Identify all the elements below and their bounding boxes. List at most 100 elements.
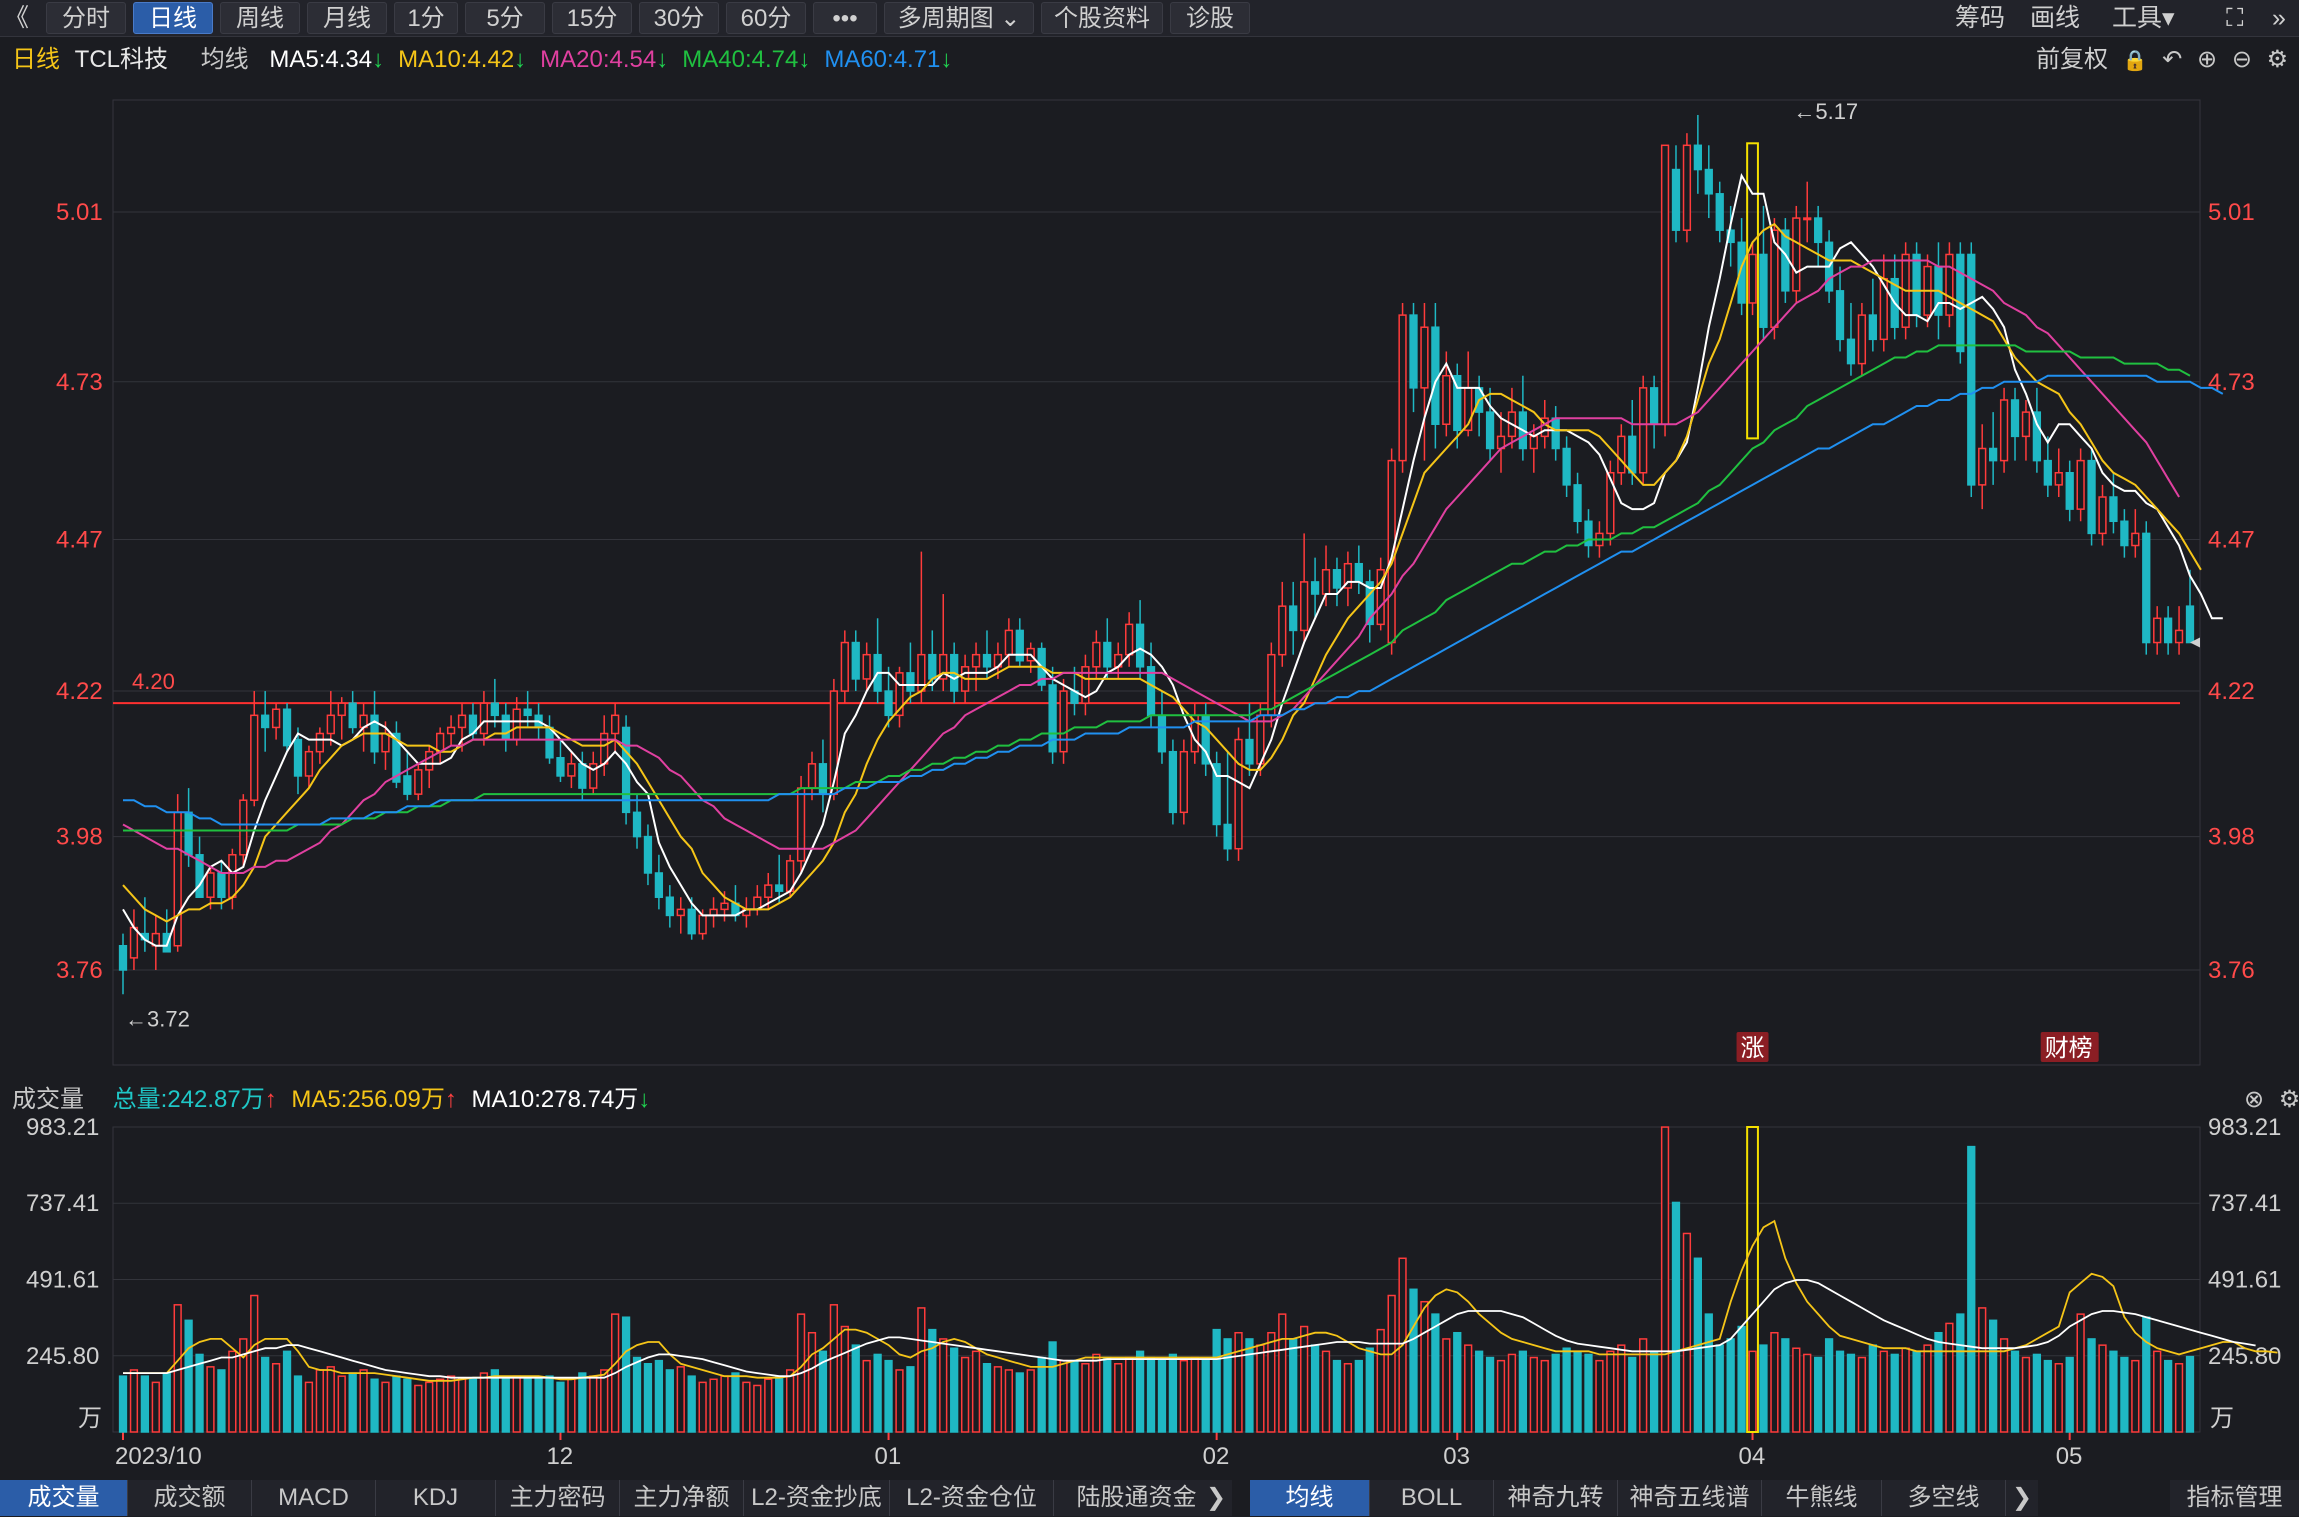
volume-bar [1485,1356,1495,1433]
candle [840,641,849,692]
volume-bar [1617,1344,1626,1433]
candle [414,769,423,795]
candle [1157,714,1167,753]
tab-9[interactable]: ••• [813,2,877,34]
candle [589,763,598,789]
candle [2109,496,2118,523]
volume-bar [2153,1350,2162,1433]
back-icon[interactable]: 《 [4,4,30,32]
candle [118,944,128,971]
tab-4[interactable]: 1分 [394,2,458,34]
candle [392,732,401,783]
tab-3[interactable]: 月线 [307,2,387,34]
volume-bar [1190,1356,1199,1433]
settings-icon[interactable]: ⚙ [2266,46,2289,73]
candle [129,926,139,959]
tab-12[interactable]: 诊股 [1170,2,1250,34]
tab-0[interactable]: 分时 [46,2,126,34]
indicator-tab-6[interactable]: L2-资金抄底 [744,1480,890,1516]
volume-bar [928,1328,937,1433]
tab-6[interactable]: 15分 [552,2,632,34]
volume-bar [1234,1331,1243,1433]
indicator-tab-0[interactable]: 成交量 [0,1480,128,1516]
volume-tick-left: 245.80 [26,1343,99,1370]
candle [1835,290,1845,341]
overlay-tab-5[interactable]: 多空线 [1882,1480,2006,1516]
volume-bar [676,1366,685,1433]
tabs-next-icon[interactable]: ❯ [1200,1480,1232,1516]
volume-bar [1595,1359,1604,1433]
zoom-out-icon[interactable]: ⊖ [2231,46,2252,73]
tools-button[interactable]: 工具▾ [2112,4,2175,32]
candle [2054,472,2063,486]
indicator-tab-2[interactable]: MACD [252,1480,376,1516]
more-icon[interactable]: » [2272,4,2286,32]
overlay-tab-1[interactable]: BOLL [1370,1480,1494,1516]
tab-11[interactable]: 个股资料 [1041,2,1163,34]
indicator-manage-button[interactable]: 指标管理 [2170,1480,2299,1516]
fullscreen-icon[interactable]: ⛶ [2226,4,2244,32]
candle [567,763,576,777]
volume-title: 成交量 [12,1086,84,1113]
volume-bar [1704,1313,1713,1433]
volume-vma10-line [123,1279,2256,1379]
candle [490,702,499,717]
tab-2[interactable]: 周线 [220,2,300,34]
volume-bar [1584,1353,1593,1433]
candle [2174,629,2184,644]
lock-icon[interactable]: 🔒 [2122,50,2148,72]
tab-8[interactable]: 60分 [726,2,806,34]
volume-bar [1737,1325,1746,1433]
volume-bar [982,1363,992,1433]
volume-bar [414,1384,423,1433]
indicator-tab-8[interactable]: 陆股通资金 [1054,1480,1220,1516]
overlay-next-icon[interactable]: ❯ [2006,1480,2038,1516]
volume-bar [1660,1126,1670,1433]
volume-bar [1409,1288,1418,1433]
volume-tick-right: 491.61 [2208,1266,2281,1293]
volume-bar [829,1304,839,1433]
chips-button[interactable]: 筹码 [1955,4,2006,32]
price-tick-left: 4.22 [56,678,103,705]
candle [1748,253,1757,304]
volume-bar [359,1369,368,1433]
indicator-tab-7[interactable]: L2-资金仓位 [890,1480,1054,1516]
fq-button[interactable]: 前复权 [2036,46,2108,73]
candle [1223,823,1232,850]
tab-7[interactable]: 30分 [639,2,719,34]
volume-bar [1453,1331,1462,1433]
kline-chart[interactable]: 5.01 5.01 4.73 4.73 4.47 4.47 4.22 4.22 3.98 3.98… [0,0,2299,1480]
draw-button[interactable]: 画线 [2030,4,2081,32]
candle [1343,562,1353,589]
indicator-tab-1[interactable]: 成交额 [128,1480,252,1516]
tab-5[interactable]: 5分 [465,2,545,34]
volume-settings-icon[interactable]: ⚙ [2278,1086,2299,1113]
candle [1387,459,1396,644]
volume-bar [1223,1338,1232,1433]
candle [2153,617,2162,644]
volume-bar [1278,1313,1287,1433]
close-icon[interactable]: ⊗ [2244,1086,2265,1113]
volume-bar [818,1350,828,1433]
candle [184,811,193,856]
ma-values: MA5:4.34↓ MA10:4.42↓ MA20:4.54↓ MA40:4.74↓ M… [269,46,966,73]
candle [928,653,937,680]
ma-label[interactable]: 均线 [200,46,249,73]
volume-bar [960,1356,970,1433]
candle [2163,617,2173,644]
undo-icon[interactable]: ↶ [2162,46,2183,73]
volume-bar [1343,1363,1353,1433]
indicator-tab-5[interactable]: 主力净额 [620,1480,744,1516]
volume-ma10: MA10:278.74万↓ [471,1086,651,1113]
overlay-tab-2[interactable]: 神奇九转 [1494,1480,1618,1516]
indicator-tab-3[interactable]: KDJ [376,1480,496,1516]
tab-1[interactable]: 日线 [133,2,213,34]
tab-10[interactable]: 多周期图 ⌄ [884,2,1034,34]
candle [1945,253,1954,316]
overlay-tab-3[interactable]: 神奇五线谱 [1618,1480,1762,1516]
overlay-tab-0[interactable]: 均线 [1250,1480,1370,1516]
zoom-in-icon[interactable]: ⊕ [2197,46,2218,73]
indicator-tab-4[interactable]: 主力密码 [496,1480,620,1516]
overlay-tab-4[interactable]: 牛熊线 [1762,1480,1882,1516]
volume-tick-right: 245.80 [2208,1343,2281,1370]
